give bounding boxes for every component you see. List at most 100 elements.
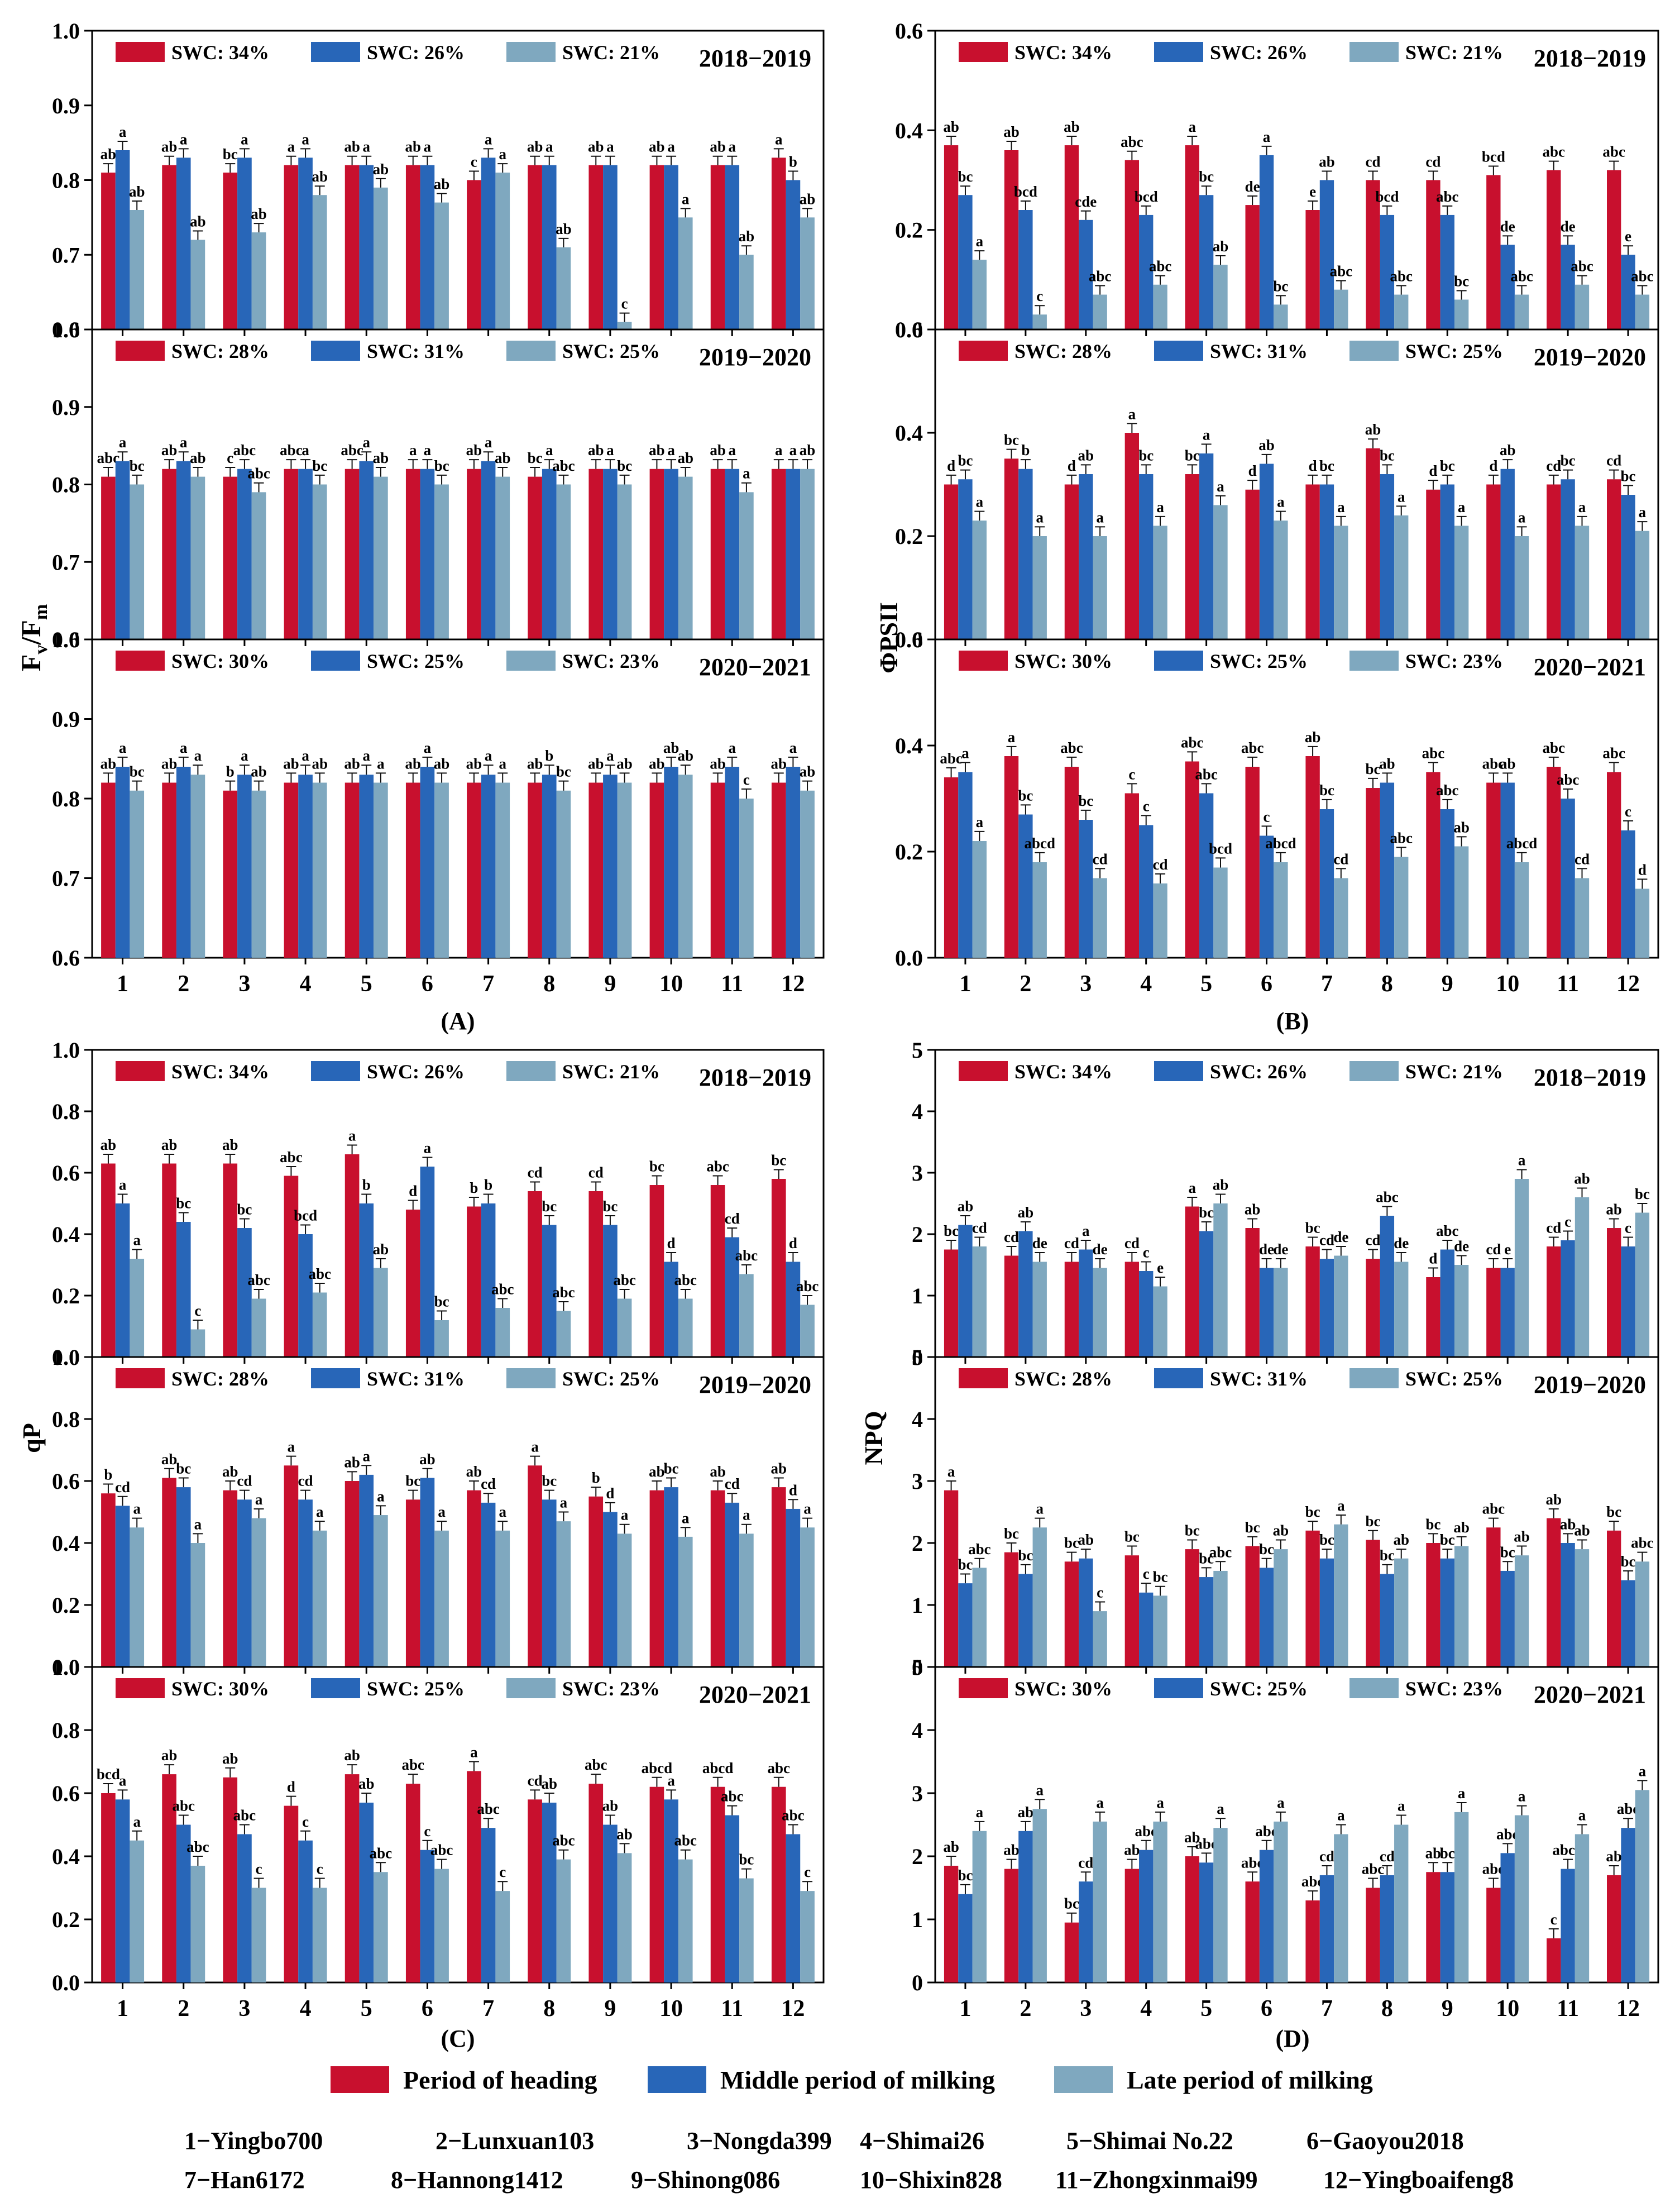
x-tick-label: 11: [1557, 1996, 1579, 2022]
sig-letter: d: [1248, 462, 1257, 479]
sig-letter: ab: [1545, 1491, 1562, 1508]
sig-letter: e: [1157, 1259, 1164, 1276]
legend-label: SWC: 28%: [171, 340, 269, 362]
x-tick-label: 7: [1321, 971, 1333, 997]
sig-letter: d: [1638, 861, 1647, 878]
sig-letter: bc: [1561, 452, 1576, 469]
bar: [1500, 782, 1515, 958]
sig-letter: a: [133, 1232, 141, 1249]
bar: [1018, 1831, 1033, 1982]
bar: [1621, 1580, 1635, 1667]
panel-label-d: (D): [1275, 2025, 1309, 2052]
bar: [972, 1568, 987, 1667]
sig-letter: cd: [1333, 851, 1348, 867]
bar: [1500, 245, 1515, 329]
bar: [1334, 1255, 1348, 1357]
bar: [678, 476, 693, 639]
bar: [1213, 867, 1228, 958]
sig-letter: ab: [710, 1463, 726, 1480]
genotype-7: 7−Han6172: [184, 2166, 305, 2194]
sig-letter: abc: [585, 1756, 607, 1773]
legend-swatch: [1154, 1368, 1203, 1388]
legend-label: SWC: 23%: [1405, 650, 1503, 672]
sig-letter: a: [667, 442, 675, 458]
y-tick-label: 1.0: [52, 1345, 80, 1370]
bar: [359, 165, 374, 329]
bar: [481, 1828, 496, 1982]
x-tick-label: 10: [659, 1996, 683, 2022]
bar: [556, 484, 571, 639]
sig-letter: c: [499, 1864, 506, 1880]
y-tick-label: 1: [912, 1593, 923, 1618]
sig-letter: a: [729, 739, 736, 756]
bar: [251, 1518, 266, 1667]
bar: [467, 1771, 481, 1982]
y-tick-label: 1.0: [52, 317, 80, 342]
sig-letter: abc: [782, 1807, 805, 1824]
sig-letter: bcd: [1014, 183, 1037, 200]
bar: [1018, 814, 1033, 958]
legend-label-middle: Middle period of milking: [720, 2066, 995, 2094]
sig-letter: ab: [1184, 1829, 1200, 1846]
sig-letter: ab: [161, 1747, 178, 1764]
bar: [1305, 1900, 1320, 1982]
bar: [1199, 1231, 1214, 1357]
legend-label: SWC: 28%: [1014, 340, 1112, 362]
bar: [1426, 1277, 1440, 1357]
sig-letter: bc: [1259, 1541, 1274, 1558]
sig-letter: a: [789, 442, 797, 458]
genotype-3: 3−Nongda399: [687, 2127, 832, 2154]
bar: [1199, 453, 1214, 639]
sig-letter: bc: [1305, 1220, 1320, 1236]
sig-letter: c: [227, 450, 233, 466]
bar: [556, 1311, 571, 1357]
bar: [542, 1499, 557, 1667]
sig-letter: bc: [1153, 1569, 1168, 1585]
bar: [1274, 304, 1288, 329]
plot-frame: [934, 1666, 1659, 1984]
bar: [1547, 1246, 1561, 1357]
legend-swatch-middle: [648, 2066, 706, 2093]
sig-letter: bc: [1185, 447, 1200, 464]
season-title: 2019−2020: [699, 343, 811, 371]
bar: [1334, 1524, 1348, 1667]
bar: [101, 1793, 116, 1982]
bar: [1574, 284, 1590, 329]
sig-letter: ab: [312, 755, 328, 772]
legend-swatch: [311, 1678, 360, 1698]
sig-letter: a: [363, 138, 371, 155]
y-tick-label: 5: [912, 1038, 923, 1063]
sig-letter: de: [1032, 1235, 1047, 1251]
bar: [1454, 1546, 1469, 1667]
sig-letter: a: [729, 442, 736, 458]
sig-letter: abc: [477, 1800, 500, 1817]
bar: [1199, 1862, 1214, 1982]
legend-label: SWC: 26%: [367, 1060, 465, 1083]
bar: [739, 1878, 754, 1982]
sig-letter: a: [119, 1772, 127, 1789]
bar: [405, 469, 420, 639]
bar: [374, 782, 388, 958]
sig-letter: bc: [944, 1222, 959, 1239]
sig-letter: a: [499, 146, 506, 163]
sig-letter: a: [424, 739, 432, 756]
bar: [434, 484, 449, 639]
sig-letter: ab: [649, 1463, 665, 1480]
sig-letter: d: [287, 1779, 295, 1795]
season-title: 2018−2019: [699, 1064, 811, 1091]
sig-letter: bc: [739, 1851, 754, 1868]
bar: [481, 157, 496, 329]
sig-letter: a: [363, 434, 371, 451]
sig-letter: cd: [1366, 153, 1381, 170]
bar: [739, 255, 754, 329]
bar: [434, 1869, 449, 1982]
bar: [284, 1805, 299, 1982]
bar: [298, 1499, 313, 1667]
sig-letter: cd: [1064, 1235, 1079, 1251]
sig-letter: ab: [312, 168, 328, 185]
sig-letter: ab: [161, 1136, 178, 1153]
legend-swatch: [1154, 341, 1203, 361]
bar: [176, 1222, 191, 1357]
bar: [344, 1774, 360, 1982]
